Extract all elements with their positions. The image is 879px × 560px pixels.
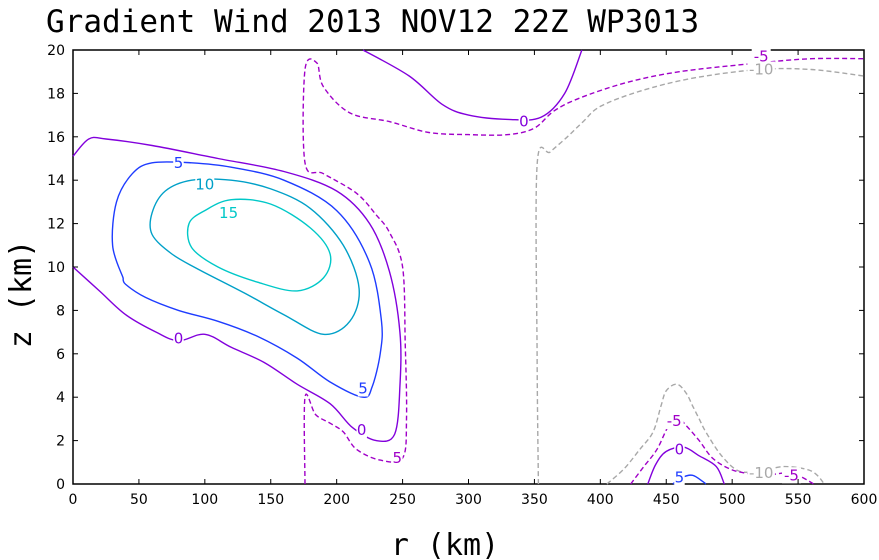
- x-tick-label: 350: [521, 492, 548, 508]
- contour-line-15-0: [186, 198, 332, 292]
- contour-label-background: [219, 204, 239, 221]
- contour-label-background: [674, 441, 685, 458]
- x-tick-label: 200: [323, 492, 350, 508]
- contour-label-background: [518, 113, 530, 130]
- contour-label-background: [392, 450, 403, 466]
- contour-line-minus10-7: [606, 383, 825, 485]
- contour-label: 15: [219, 204, 238, 222]
- contour-label: -10: [749, 464, 774, 482]
- contour-label: 0: [357, 421, 367, 439]
- y-tick-label: 4: [56, 390, 65, 406]
- contour-label: -5: [667, 412, 682, 430]
- contour-label: 0: [174, 330, 184, 348]
- x-axis-ticks: 0 50 100 150 200 250 300 350 400 450 500 550 600: [69, 50, 878, 508]
- contour-label: -5: [784, 466, 799, 484]
- x-tick-label: 600: [851, 492, 878, 508]
- contour-label-background: [747, 61, 775, 78]
- y-tick-label: 6: [56, 347, 65, 363]
- contour-label: 0: [519, 113, 529, 131]
- contour-label-background: [782, 467, 801, 484]
- x-tick-label: 550: [785, 492, 812, 508]
- chart-title: Gradient Wind 2013 NOV12 22Z WP3013: [46, 4, 699, 40]
- contour-label: 5: [358, 380, 368, 398]
- x-tick-label: 500: [719, 492, 746, 508]
- contour-line-0-9: [647, 446, 725, 485]
- contour-label-background: [173, 330, 184, 347]
- y-tick-label: 18: [47, 86, 65, 102]
- contour-label: 5: [393, 449, 403, 467]
- x-tick-label: 250: [389, 492, 416, 508]
- y-tick-label: 10: [47, 260, 65, 276]
- x-tick-label: 450: [653, 492, 680, 508]
- x-tick-label: 0: [69, 492, 78, 508]
- contour-label-background: [195, 176, 215, 193]
- x-tick-label: 400: [587, 492, 614, 508]
- y-tick-label: 16: [47, 130, 65, 146]
- contour-line-minus5-4: [302, 57, 865, 485]
- contour-label: 5: [675, 469, 685, 487]
- contour-label: 5: [174, 154, 184, 172]
- x-axis-title: r (km): [391, 528, 499, 560]
- x-tick-label: 300: [455, 492, 482, 508]
- contour-label-background: [173, 154, 184, 171]
- contour-label: 10: [195, 176, 214, 194]
- contour-label-background: [747, 465, 775, 482]
- contour-label-background: [674, 469, 685, 486]
- contour-label-background: [664, 413, 684, 430]
- contour-label: -5: [754, 48, 769, 66]
- y-tick-label: 14: [47, 173, 65, 189]
- y-tick-label: 8: [56, 303, 65, 319]
- contour-lines: [72, 49, 865, 485]
- x-tick-label: 100: [191, 492, 218, 508]
- y-tick-label: 12: [47, 217, 65, 233]
- x-tick-label: 50: [130, 492, 148, 508]
- contour-label-background: [357, 380, 369, 397]
- x-tick-label: 150: [257, 492, 284, 508]
- contour-label: -10: [749, 61, 774, 79]
- contour-label-background: [356, 421, 367, 438]
- contour-line-5-2: [111, 161, 383, 398]
- y-axis-title: z (km): [4, 240, 39, 348]
- y-axis-ticks: 0 2 4 6 8 10 12 14 16 18 20: [47, 43, 864, 493]
- contour-label: 0: [675, 440, 685, 458]
- contour-label-background: [751, 48, 771, 65]
- y-tick-label: 2: [56, 434, 65, 450]
- contour-line-0-5: [362, 49, 583, 121]
- y-tick-label: 0: [56, 477, 65, 493]
- y-tick-label: 20: [47, 43, 65, 59]
